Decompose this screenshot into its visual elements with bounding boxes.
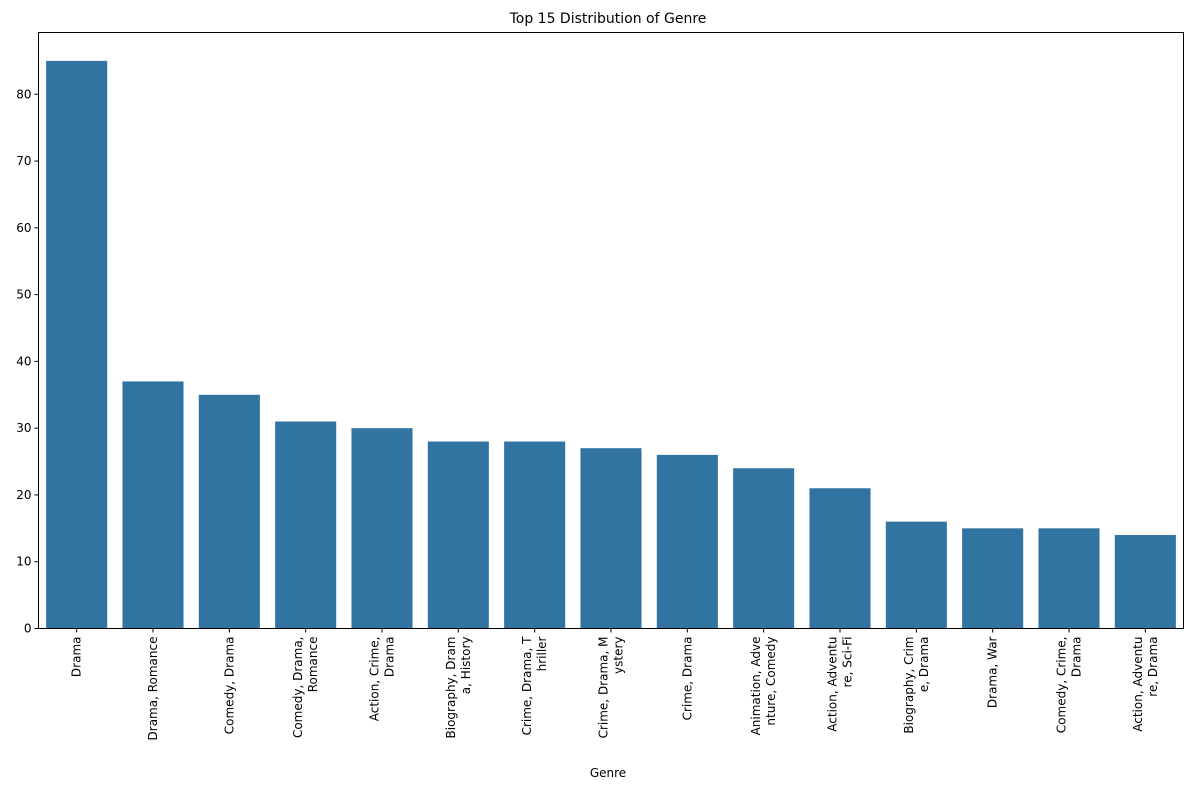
y-tick-label: 30 [16,421,31,435]
x-tick-label: Crime, Drama, T [520,636,534,736]
bar [733,468,795,629]
x-tick-label: Comedy, Crime, [1055,637,1069,734]
x-tick-label: re, Sci-Fi [841,637,855,688]
x-tick-label: a, History [459,637,473,695]
x-tick-label: Drama [70,637,84,678]
bar [656,454,718,629]
chart-title: Top 15 Distribution of Genre [509,11,707,27]
x-tick-label: hriller [535,636,549,671]
x-tick-label: Romance [306,637,320,693]
x-tick-label: Drama, Romance [146,637,160,741]
x-tick-label: Crime, Drama [680,637,694,721]
x-tick-label: Biography, Crim [902,637,916,734]
y-axis-ticks: 0 10 20 30 40 50 60 70 80 [16,87,39,636]
x-tick-label: Action, Crime, [368,637,382,722]
x-axis-ticks: Drama Drama, Romance Comedy, Drama Comedy, … [70,628,1160,741]
x-tick-label: Animation, Adve [749,637,763,736]
bar [504,441,566,629]
x-tick-label: Comedy, Drama [222,637,236,735]
y-tick-label: 60 [16,221,31,235]
bar [1114,535,1176,629]
bar [122,381,184,629]
y-tick-label: 40 [16,354,31,368]
x-tick-label: Comedy, Drama, [291,637,305,739]
bar [1038,528,1100,629]
y-tick-label: 70 [16,154,31,168]
x-tick-label: ystery [612,637,626,674]
y-tick-label: 0 [24,622,32,636]
bar [275,421,337,629]
bar [427,441,489,629]
bar [198,394,260,629]
bar [351,428,413,629]
y-tick-label: 20 [16,488,31,502]
x-tick-label: re, Drama [1146,637,1160,697]
bar [885,521,947,629]
bar [46,60,108,629]
y-tick-label: 50 [16,288,31,302]
bars-group [46,60,1176,629]
x-tick-label: Drama [383,637,397,678]
x-tick-label: Crime, Drama, M [597,637,611,739]
x-tick-label: Biography, Dram [444,637,458,739]
x-tick-label: Action, Adventu [1131,637,1145,732]
plot-frame [38,32,1184,629]
bar [962,528,1024,629]
x-tick-label: Action, Adventu [826,637,840,732]
bar [580,448,642,629]
y-tick-label: 10 [16,555,31,569]
y-tick-label: 80 [16,87,31,101]
x-tick-label: Drama [1070,637,1084,678]
x-tick-label: nture, Comedy [764,637,778,726]
bar [809,488,871,629]
x-axis-label: Genre [590,766,626,780]
x-tick-label: Drama, War [986,636,1000,708]
x-tick-label: e, Drama [917,637,931,693]
